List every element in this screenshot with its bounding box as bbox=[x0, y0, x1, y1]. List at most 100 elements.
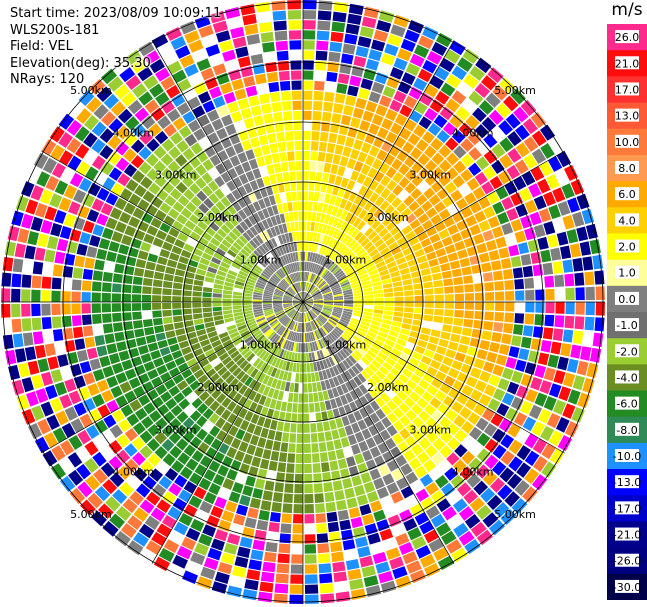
radar-gate bbox=[235, 224, 245, 234]
radar-gate bbox=[236, 504, 249, 516]
radar-gate bbox=[411, 536, 427, 550]
radar-gate bbox=[45, 384, 58, 400]
radar-gate bbox=[316, 350, 322, 361]
radar-gate bbox=[286, 222, 292, 233]
radar-gate bbox=[245, 170, 255, 182]
radar-gate bbox=[316, 361, 322, 371]
radar-gate bbox=[461, 435, 476, 450]
radar-gate bbox=[466, 473, 481, 488]
radar-gate bbox=[314, 351, 319, 361]
radar-gate bbox=[343, 404, 353, 415]
radar-gate bbox=[293, 302, 303, 307]
radar-gate bbox=[347, 434, 358, 446]
radar-gate bbox=[146, 438, 160, 452]
radar-gate bbox=[417, 68, 433, 83]
radar-gate bbox=[176, 411, 189, 424]
range-ring-label: 3.00km bbox=[155, 423, 197, 436]
range-ring-label: 5.00km bbox=[494, 84, 536, 97]
radar-gate bbox=[217, 327, 227, 335]
radar-gate bbox=[283, 111, 293, 121]
radar-gate bbox=[373, 256, 384, 265]
radar-gate bbox=[525, 289, 535, 301]
radar-gate bbox=[326, 183, 334, 194]
radar-gate bbox=[304, 473, 313, 484]
radar-gate bbox=[307, 251, 311, 262]
radar-gate bbox=[309, 342, 314, 352]
radar-gate bbox=[462, 98, 477, 114]
radar-gate bbox=[267, 387, 275, 398]
radar-gate bbox=[192, 247, 204, 257]
radar-gate bbox=[438, 228, 450, 240]
radar-gate bbox=[360, 320, 371, 327]
radar-gate bbox=[309, 310, 316, 319]
radar-gate bbox=[303, 70, 314, 80]
radar-gate bbox=[212, 293, 222, 298]
radar-gate bbox=[343, 291, 353, 296]
radar-gate bbox=[199, 500, 213, 514]
radar-gate bbox=[381, 404, 392, 416]
radar-gate bbox=[222, 302, 232, 307]
radar-gate bbox=[133, 507, 149, 522]
radar-gate bbox=[368, 49, 383, 62]
radar-gate bbox=[500, 450, 515, 466]
radar-gate bbox=[115, 125, 131, 140]
radar-gate bbox=[319, 583, 334, 594]
radar-gate bbox=[303, 281, 305, 291]
radar-gate bbox=[92, 369, 105, 382]
radar-gate bbox=[252, 294, 263, 298]
radar-gate bbox=[192, 302, 202, 308]
radar-gate bbox=[346, 497, 358, 509]
radar-gate bbox=[465, 376, 478, 388]
colorbar-label-bg bbox=[615, 239, 639, 253]
radar-gate bbox=[92, 451, 107, 467]
range-ring-label: 1.00km bbox=[325, 338, 367, 351]
radar-gate bbox=[225, 320, 236, 327]
radar-gate bbox=[279, 192, 287, 203]
radar-gate bbox=[293, 211, 299, 221]
radar-gate bbox=[311, 274, 317, 284]
radar-gate bbox=[167, 563, 184, 578]
radar-gate bbox=[333, 327, 343, 336]
radar-gate bbox=[276, 311, 285, 318]
radar-gate bbox=[323, 272, 332, 280]
radar-gate bbox=[132, 276, 143, 286]
radar-gate bbox=[36, 171, 51, 187]
radar-gate bbox=[550, 341, 562, 355]
radar-gate bbox=[186, 358, 198, 368]
radar-gate bbox=[313, 298, 324, 301]
radar-gate bbox=[393, 286, 404, 292]
radar-gate bbox=[484, 282, 494, 292]
radar-gate bbox=[277, 326, 285, 335]
radar-gate bbox=[303, 302, 310, 310]
radar-gate bbox=[329, 419, 337, 430]
radar-gate bbox=[119, 481, 134, 497]
radar-gate bbox=[157, 115, 171, 130]
radar-gate bbox=[11, 273, 22, 288]
radar-gate bbox=[543, 396, 557, 411]
radar-gate bbox=[404, 182, 417, 194]
radar-gate bbox=[405, 409, 417, 421]
radar-gate bbox=[411, 325, 422, 333]
radar-gate bbox=[262, 302, 272, 305]
radar-gate bbox=[534, 364, 547, 379]
radar-gate bbox=[213, 344, 224, 353]
radar-gate bbox=[405, 213, 417, 224]
radar-gate bbox=[141, 115, 156, 130]
radar-gate bbox=[149, 468, 163, 482]
radar-gate bbox=[456, 219, 469, 231]
radar-gate bbox=[384, 505, 398, 518]
radar-gate bbox=[415, 194, 428, 206]
radar-gate bbox=[303, 383, 308, 393]
radar-gate bbox=[412, 276, 423, 284]
colorbar-label-bg bbox=[615, 318, 639, 332]
radar-gate bbox=[263, 51, 276, 63]
radar-gate bbox=[334, 93, 346, 104]
radar-gate bbox=[33, 152, 49, 170]
radar-gate bbox=[309, 332, 314, 342]
radar-gate bbox=[562, 329, 574, 343]
radar-gate bbox=[474, 302, 485, 311]
radar-gate bbox=[572, 257, 584, 272]
radar-gate bbox=[339, 318, 349, 325]
radar-gate bbox=[314, 503, 326, 514]
radar-gate bbox=[332, 217, 340, 228]
